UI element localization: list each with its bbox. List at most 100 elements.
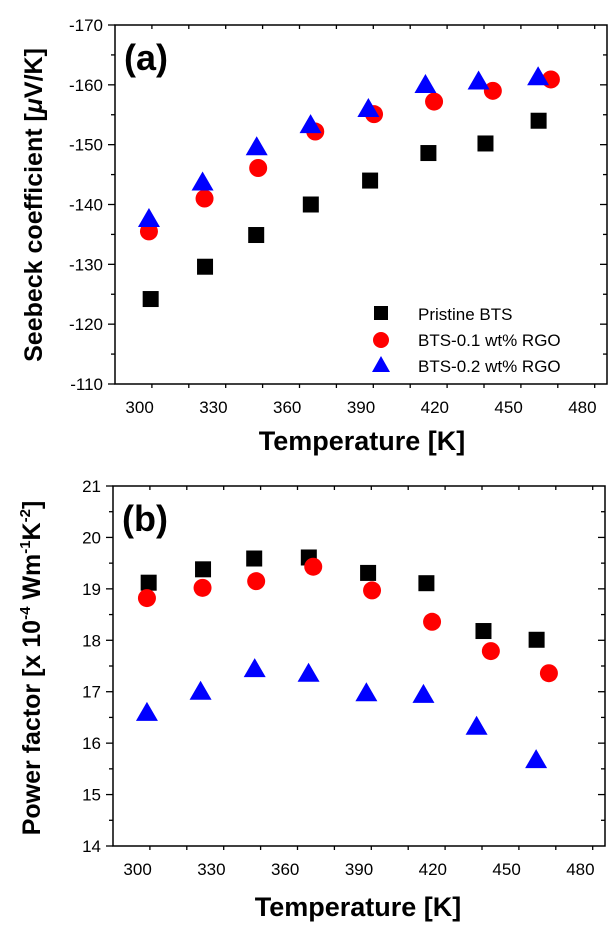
chart-power-factor: 300 330 360 390 420 450 480 14 15 16 17 18 19 20 21 (… [17, 477, 606, 922]
y-axis-title-a: Seebeck coefficient [μV/K] [20, 48, 48, 362]
y-tick-label: -150 [69, 136, 103, 155]
data-point-square [362, 172, 379, 189]
data-point-square [197, 258, 214, 275]
y-tick-label: -130 [69, 255, 103, 274]
data-point-square [360, 564, 377, 581]
data-points-a [137, 66, 560, 308]
x-axis-title-b: Temperature [K] [255, 892, 462, 922]
series-circle [139, 70, 560, 241]
data-point-circle [193, 578, 212, 597]
data-point-triangle [135, 701, 158, 721]
data-point-circle [304, 557, 323, 576]
y-axis-title-b-exp2: -1 [17, 540, 34, 553]
x-tick-label: 300 [123, 860, 151, 879]
data-point-square [302, 196, 319, 213]
data-point-triangle [299, 114, 322, 134]
data-point-triangle [137, 208, 160, 228]
data-point-triangle [412, 683, 435, 703]
data-point-square [420, 145, 437, 162]
y-tick-label: 20 [82, 528, 101, 547]
data-point-circle [423, 612, 442, 631]
data-point-square [475, 623, 492, 640]
y-axis-title-b-exp3: -2 [17, 509, 34, 522]
y-tick-label: 15 [82, 786, 101, 805]
y-axis-title-b-main: Power factor [x 10 [18, 620, 46, 835]
x-tick-label: 360 [271, 860, 299, 879]
y-tick-label: 21 [82, 477, 101, 496]
x-tick-label: 330 [197, 860, 225, 879]
y-axis-title-a-suffix: V/K] [20, 48, 48, 98]
x-tick-label: 420 [421, 398, 449, 417]
data-point-circle [363, 581, 382, 600]
x-tick-label: 330 [199, 398, 227, 417]
series-circle [137, 557, 558, 683]
data-point-triangle [465, 715, 488, 735]
x-tick-label: 390 [347, 398, 375, 417]
data-point-triangle [189, 680, 212, 700]
x-tick-label: 300 [125, 398, 153, 417]
y-tick-label: -140 [69, 196, 103, 215]
data-point-triangle [527, 66, 550, 86]
series-triangle [137, 66, 550, 228]
x-tick-label: 480 [568, 398, 596, 417]
data-point-triangle [243, 658, 266, 678]
data-point-square [195, 561, 212, 578]
plot-frame-b [112, 485, 606, 847]
data-point-circle [483, 81, 502, 100]
data-point-square [528, 631, 545, 648]
x-tick-label: 480 [566, 860, 594, 879]
y-axis-title-b-end: ] [18, 501, 46, 509]
series-triangle [135, 658, 548, 769]
data-points-b [135, 549, 558, 769]
data-point-square [477, 135, 494, 152]
axis-ticks-b [106, 485, 605, 850]
data-point-square [248, 227, 265, 244]
y-axis-title-b: Power factor [x 10-4 Wm-1K-2] [17, 501, 46, 836]
x-tick-labels-a: 300 330 360 390 420 450 480 [125, 398, 596, 417]
y-axis-title-b-k: K [18, 522, 46, 540]
y-tick-label: 19 [82, 580, 101, 599]
y-tick-label: 17 [82, 683, 101, 702]
legend: Pristine BTS BTS-0.1 wt% RGO BTS-0.2 wt%… [372, 305, 561, 376]
legend-marker-triangle-icon [372, 356, 390, 372]
y-tick-labels-a: -170 -160 -150 -140 -130 -120 -110 [69, 16, 103, 394]
y-axis-title-a-mu: μ [20, 98, 48, 114]
data-point-circle [137, 589, 156, 608]
y-axis-title-b-mid: Wm [18, 554, 46, 607]
data-point-square [140, 574, 157, 591]
y-tick-label: -110 [70, 375, 103, 394]
y-tick-label: 16 [82, 734, 101, 753]
x-tick-labels-b: 300 330 360 390 420 450 480 [123, 860, 594, 879]
data-point-triangle [357, 97, 380, 117]
legend-marker-square-icon [374, 306, 388, 320]
data-point-circle [247, 572, 266, 591]
x-tick-label: 450 [494, 398, 522, 417]
data-point-square [418, 575, 435, 592]
data-point-circle [249, 159, 268, 178]
data-point-triangle [355, 682, 378, 702]
x-tick-label: 390 [345, 860, 373, 879]
data-point-circle [539, 664, 558, 683]
data-point-triangle [414, 74, 437, 94]
data-point-triangle [191, 171, 214, 191]
data-point-circle [481, 642, 500, 661]
data-point-square [246, 550, 263, 567]
y-tick-labels-b: 14 15 16 17 18 19 20 21 [82, 477, 101, 856]
data-point-triangle [525, 749, 548, 769]
data-point-square [142, 291, 159, 308]
legend-entry-pristine: Pristine BTS [418, 305, 512, 324]
y-tick-label: 14 [82, 837, 101, 856]
data-point-circle [425, 92, 444, 111]
panel-label-b: (b) [122, 498, 168, 539]
x-tick-label: 450 [492, 860, 520, 879]
y-axis-title-b-exp1: -4 [17, 606, 34, 620]
x-axis-title-a: Temperature [K] [259, 426, 466, 456]
panel-label-a: (a) [124, 37, 168, 78]
legend-marker-circle-icon [373, 332, 389, 348]
x-tick-label: 360 [273, 398, 301, 417]
legend-entry-rgo-01: BTS-0.1 wt% RGO [418, 331, 561, 350]
data-point-circle [195, 189, 214, 208]
plot-frame-a [114, 24, 608, 385]
y-axis-title-a-prefix: Seebeck coefficient [ [20, 113, 48, 362]
